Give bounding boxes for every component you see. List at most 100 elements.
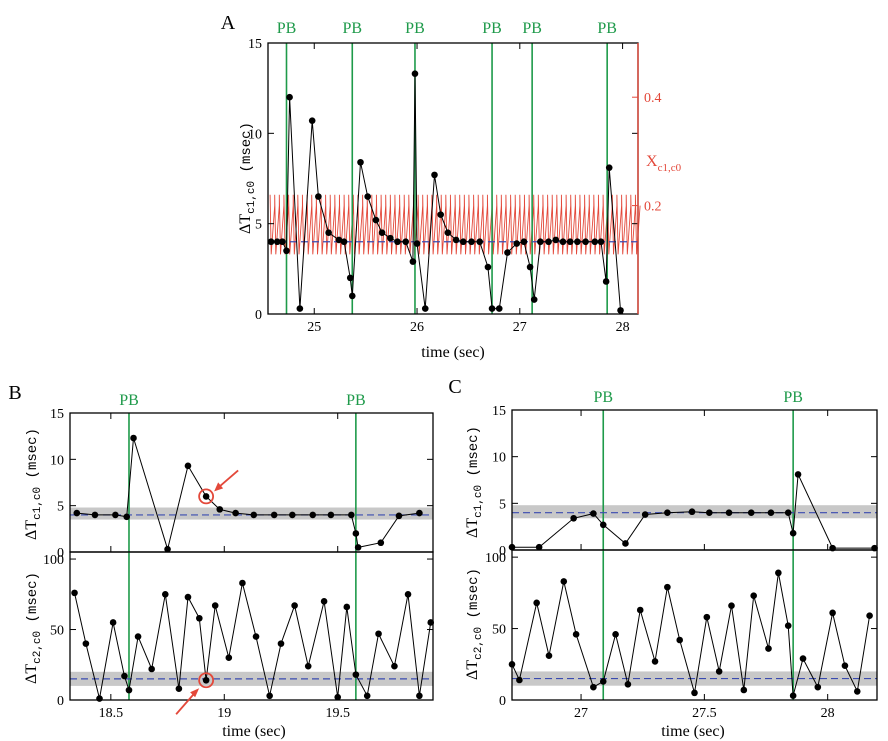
panel-b-top-point-4 [130, 434, 137, 442]
panel-a-point-32 [488, 305, 496, 312]
panel-b-top-point-18 [377, 539, 385, 547]
panel-a-point-23 [421, 305, 429, 312]
panel-b-bottom-frame [69, 551, 434, 701]
panel-a-y2-label: Xc1,c0 [646, 153, 682, 174]
panel-b-bottom-ytick-label-100: 100 [43, 553, 64, 568]
panel-b-top-point-15 [348, 511, 355, 519]
panel-a-pb-label-2: PB [405, 20, 425, 37]
panel-a-point-42 [559, 238, 567, 246]
panel-a-point-0 [267, 238, 275, 246]
panel-c-top-point-13 [784, 509, 792, 516]
panel-c-bottom-point-14 [691, 689, 698, 697]
panel-b-top-point-2 [112, 511, 119, 519]
panel-c-top-point-6 [641, 511, 649, 518]
panel-c-bottom-y-label-text: ΔTc2,c0 (msec) [464, 568, 485, 680]
panel-a-pb-label-5: PB [597, 20, 617, 37]
panel-a-point-39 [537, 238, 544, 246]
panel-c-top-point-4 [599, 521, 607, 529]
panel-b-top-y-label: ΔTc1,c0 (msec) [23, 428, 44, 540]
panel-a-point-10 [340, 238, 348, 246]
panel-b-bottom-highlight-circle [198, 672, 215, 689]
panel-b-top-point-8 [216, 506, 224, 513]
panel-a-ytick-label-10: 10 [248, 127, 262, 142]
panel-c-top-point-1 [535, 543, 543, 551]
panel-a-point-28 [459, 238, 467, 246]
panel-c-top-ytick-label-0: 0 [499, 544, 506, 559]
panel-c-top-point-2 [570, 514, 577, 522]
panel-b-bottom-point-12 [202, 676, 210, 684]
panel-a-point-41 [552, 236, 560, 244]
panel-a-ytick-label-15: 15 [248, 37, 262, 52]
panel-b-top-highlight-circle [198, 488, 215, 505]
panel-a-point-25 [437, 211, 444, 218]
panel-b-bottom-arrowhead [190, 688, 200, 698]
panel-b-top-point-5 [164, 545, 171, 553]
panel-a-point-19 [402, 238, 410, 246]
panel-b-bottom-point-14 [225, 654, 233, 662]
panel-c-top-ytick-label-15: 15 [492, 404, 506, 419]
panel-c-bottom-point-29 [866, 612, 873, 620]
panel-c-bottom-point-10 [636, 606, 644, 614]
panel-b-top-y-label-text: ΔTc1,c0 (msec) [23, 428, 44, 540]
panel-a-point-40 [545, 238, 552, 246]
panel-c-bottom-xtick-label-28: 28 [821, 706, 835, 721]
panel-c-pb-label-0: PB [593, 389, 613, 406]
panel-c-top-y-label: ΔTc1,c0 (msec) [464, 426, 485, 538]
panel-b-bottom-y-label-text: ΔTc2,c0 (msec) [23, 572, 44, 684]
panel-b-top-ytick-label-10: 10 [50, 453, 64, 468]
panel-a-point-15 [372, 216, 380, 224]
panel-c-top-point-15 [794, 471, 802, 478]
panel-c-bottom-series-line [511, 572, 871, 696]
panel-c-bottom-point-13 [676, 636, 684, 644]
panel-a-point-24 [431, 171, 438, 179]
panel-c-bottom-point-26 [829, 609, 836, 617]
panel-a-point-5 [296, 305, 304, 312]
panel-b-top-point-0 [73, 509, 81, 517]
panel-c-bottom-point-19 [750, 592, 757, 600]
panel-a-xtick-label-26: 26 [410, 320, 424, 335]
panel-b-bottom-point-23 [343, 603, 351, 611]
panel-b-bottom-point-21 [320, 598, 328, 605]
panel-c-pb-label-1: PB [783, 389, 803, 406]
panel-a-point-47 [597, 238, 605, 246]
panel-c-top-ytick-label-5: 5 [499, 497, 506, 512]
panel-a-xtick-label-28: 28 [616, 320, 630, 335]
panel-b-top-point-13 [309, 511, 317, 519]
panel-c-bottom-point-4 [560, 578, 568, 585]
panel-b-bottom-point-27 [391, 662, 398, 670]
panel-c-bottom-point-3 [545, 652, 553, 660]
panel-c-bottom-point-21 [775, 569, 782, 577]
panel-c-top-point-10 [725, 509, 733, 516]
panel-b-bottom-xtick-label-19: 19 [217, 706, 231, 721]
panel-b-bottom-ytick-label-50: 50 [50, 624, 64, 639]
panel-a-point-14 [364, 193, 371, 200]
panel-b-pb-label-1: PB [346, 392, 366, 409]
panel-a-frame [267, 42, 639, 315]
panel-c-bottom-point-15 [703, 613, 711, 621]
panel-a-pb-label-0: PB [277, 20, 297, 37]
panel-a-x-series-line [269, 194, 641, 255]
panel-c-top-point-12 [767, 509, 775, 516]
panel-c-bottom-point-18 [740, 686, 748, 694]
panel-a-point-48 [602, 278, 610, 285]
panel-a-point-4 [286, 93, 293, 101]
panel-a-series-line [271, 73, 621, 311]
panel-a-xtick-label-27: 27 [513, 320, 527, 335]
panel-c-x-label: time (sec) [661, 723, 725, 740]
panel-b-top-point-19 [395, 512, 403, 520]
panel-c-bottom-xtick-label-27: 27 [574, 706, 588, 721]
panel-c-top-point-8 [688, 508, 696, 516]
panel-c-bottom-ytick-label-0: 0 [499, 694, 506, 709]
panel-a-point-44 [574, 238, 581, 246]
panel-a-pb-label-4: PB [522, 20, 542, 37]
panel-a-point-20 [409, 258, 417, 265]
panel-c-bottom-point-16 [715, 668, 723, 675]
panel-c-bottom-point-22 [784, 622, 792, 630]
panel-letter-b: B [8, 382, 21, 404]
panel-b-top-point-3 [123, 513, 131, 521]
panel-b-pb-label-0: PB [119, 392, 139, 409]
panel-b-top-arrowhead [214, 482, 224, 492]
panel-b-bottom-point-6 [134, 633, 142, 640]
panel-a-point-8 [325, 229, 332, 236]
panel-b-bottom-xtick-label-18.5: 18.5 [99, 706, 124, 721]
